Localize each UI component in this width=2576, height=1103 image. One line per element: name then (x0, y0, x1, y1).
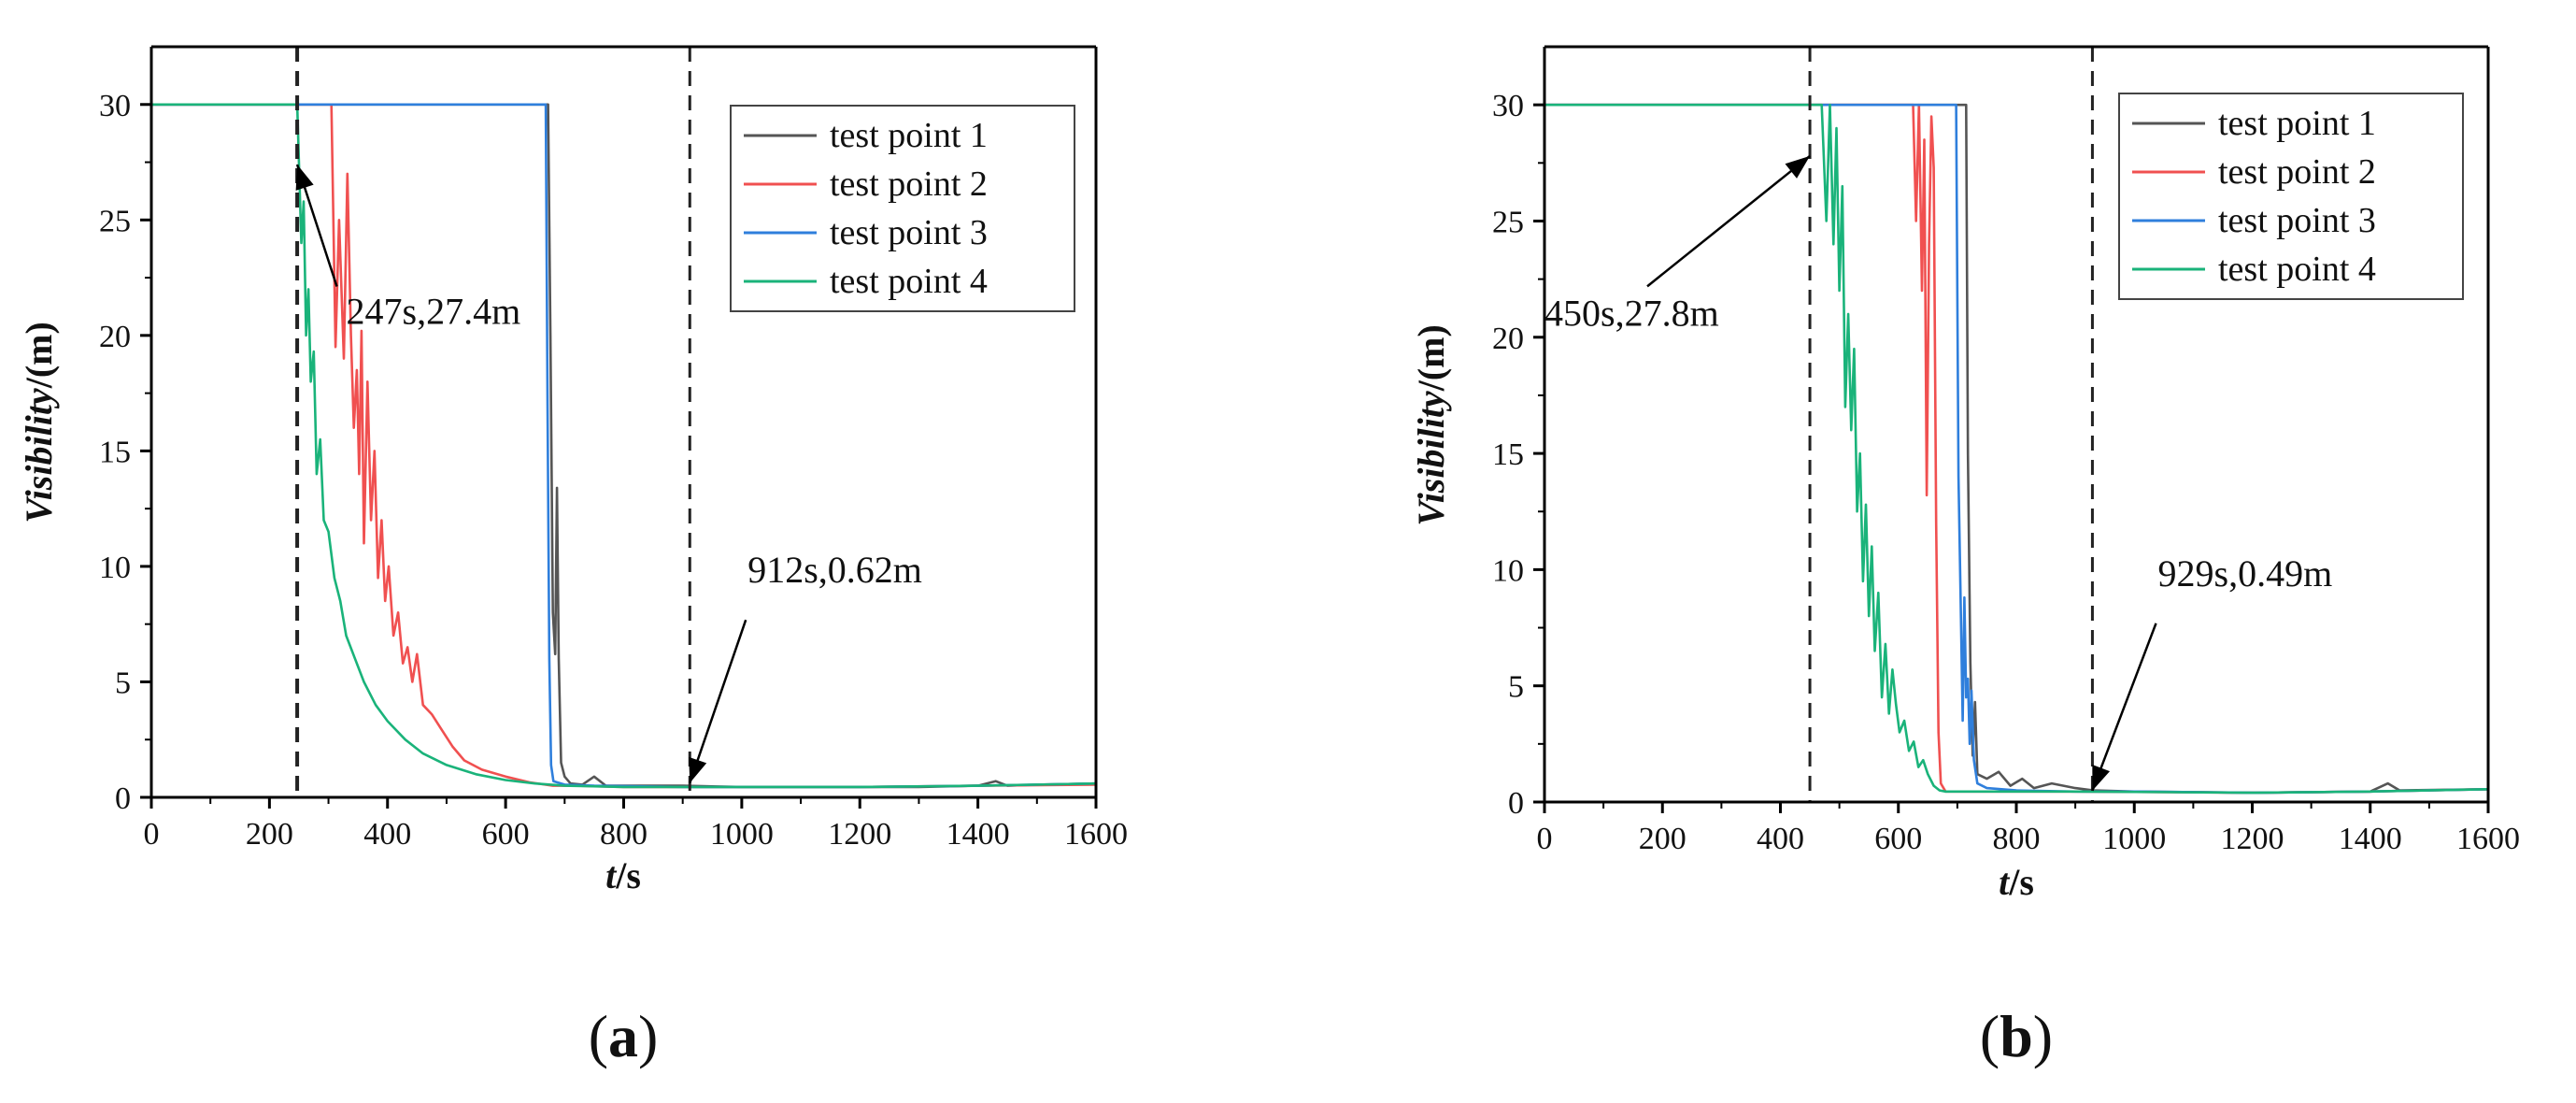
legend-box (730, 105, 1075, 312)
x-tick-label: 200 (246, 817, 293, 852)
x-tick-label: 400 (1757, 822, 1804, 856)
y-tick-label: 30 (99, 89, 131, 123)
y-tick-label: 5 (1508, 670, 1524, 705)
y-tick-label: 15 (99, 435, 131, 469)
y-tick-label: 20 (1492, 322, 1524, 356)
chart-panel-b: 0 200 400 600 800 1000 1200 1400 1600 0 5 10 15 20 25 3… (1410, 45, 2520, 1069)
x-tick-label: 200 (1639, 822, 1686, 856)
annotation-arrow (689, 619, 747, 784)
y-tick-label: 10 (1492, 553, 1524, 588)
x-tick-label: 1000 (2102, 822, 2166, 856)
panel-label: (a) (589, 1003, 659, 1069)
legend: test point 1 test point 2 test point 3 test… (2118, 93, 2464, 300)
annotation-arrow (2091, 623, 2157, 792)
annotation-arrowhead (689, 756, 707, 783)
series-line-4 (1544, 103, 2488, 795)
x-tick-label: 1000 (710, 817, 774, 852)
annotation-label: 450s,27.8m (1544, 292, 1719, 334)
chart-panel-a: 0 200 400 600 800 1000 1200 1400 1600 0 5 10 15 20 25 3… (18, 45, 1128, 1069)
legend-label: test point 4 (2218, 250, 2376, 289)
x-tick-label: 1200 (2221, 822, 2284, 856)
annotation-label: 929s,0.49m (2158, 552, 2333, 594)
y-tick-label: 30 (1492, 89, 1524, 123)
panel-label: (b) (1980, 1003, 2053, 1069)
legend-label: test point 3 (2218, 201, 2376, 240)
y-tick-label: 25 (99, 204, 131, 238)
x-tick-label: 1600 (1064, 817, 1128, 852)
legend-label: test point 1 (830, 116, 988, 155)
legend-label: test point 4 (830, 262, 988, 301)
y-tick-label: 10 (99, 551, 131, 585)
x-tick-label: 0 (144, 817, 160, 852)
legend-label: test point 1 (2218, 104, 2376, 143)
y-tick-label: 0 (115, 781, 131, 816)
series-line-4 (151, 103, 1096, 789)
y-tick-label: 20 (99, 320, 131, 354)
x-tick-label: 1400 (946, 817, 1010, 852)
legend-label: test point 3 (830, 213, 988, 252)
legend-label: test point 2 (2218, 152, 2376, 192)
annotation-arrowhead (2092, 764, 2111, 791)
annotation-arrow (1646, 154, 1811, 288)
y-tick-label: 0 (1508, 786, 1524, 821)
x-tick-label: 600 (1874, 822, 1922, 856)
x-tick-label: 1200 (828, 817, 891, 852)
x-axis-label: t/s (1999, 861, 2034, 903)
legend: test point 1 test point 2 test point 3 test… (730, 105, 1075, 312)
legend-label: test point 2 (830, 165, 988, 204)
annotation-label: 912s,0.62m (747, 549, 922, 591)
annotation-arrowhead (1785, 155, 1811, 179)
series-group (1544, 103, 2488, 795)
x-tick-label: 600 (482, 817, 530, 852)
y-tick-label: 5 (115, 666, 131, 700)
series-group (151, 103, 1096, 789)
y-axis-label: Visibility/(m) (1410, 324, 1452, 526)
x-tick-label: 800 (1993, 822, 2041, 856)
x-tick-label: 0 (1537, 822, 1553, 856)
annotation-arrowhead (295, 165, 314, 191)
x-tick-label: 400 (363, 817, 411, 852)
x-tick-label: 1600 (2456, 822, 2520, 856)
y-tick-label: 25 (1492, 205, 1524, 239)
y-tick-label: 15 (1492, 437, 1524, 472)
x-tick-label: 800 (600, 817, 648, 852)
legend-box (2118, 93, 2464, 300)
y-axis-label: Visibility/(m) (18, 322, 60, 523)
x-tick-label: 1400 (2339, 822, 2402, 856)
x-axis-label: t/s (605, 854, 641, 896)
annotation-label: 247s,27.4m (347, 290, 521, 332)
